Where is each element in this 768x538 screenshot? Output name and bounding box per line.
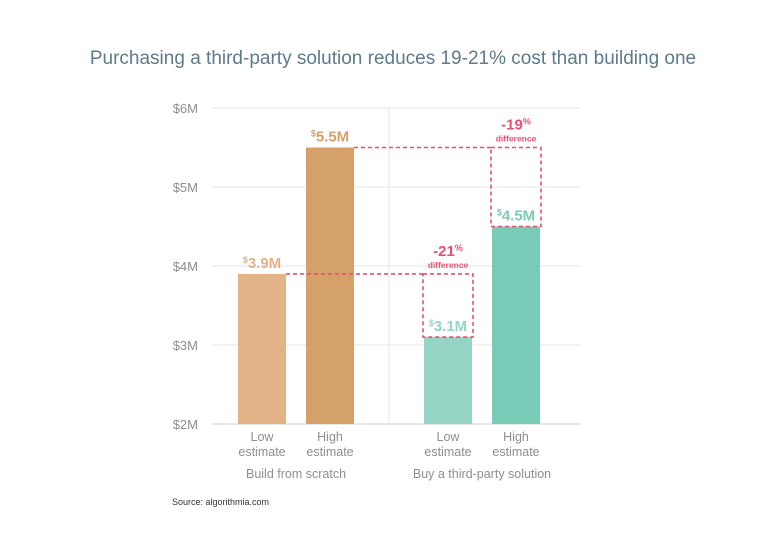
value-text: 3.1M bbox=[434, 318, 467, 335]
category-label: Low bbox=[437, 430, 461, 444]
category-label: High bbox=[503, 430, 529, 444]
bars bbox=[238, 147, 540, 424]
bar-value-label: $3.9M bbox=[243, 255, 281, 272]
currency-symbol: $ bbox=[311, 129, 316, 139]
difference-box bbox=[422, 273, 474, 338]
bar bbox=[424, 337, 472, 424]
difference-unit: % bbox=[523, 117, 531, 127]
difference-value: -19% bbox=[501, 117, 531, 134]
value-text: 4.5M bbox=[502, 208, 535, 225]
source-note: Source: algorithmia.com bbox=[172, 497, 269, 507]
difference-value: -21% bbox=[433, 243, 463, 260]
group-label: Build from scratch bbox=[246, 467, 346, 481]
y-tick-label: $2M bbox=[173, 417, 198, 432]
category-label: High bbox=[317, 430, 343, 444]
difference-word: difference bbox=[428, 260, 469, 270]
currency-symbol: $ bbox=[429, 318, 434, 328]
category-label: Low bbox=[251, 430, 275, 444]
category-label: estimate bbox=[492, 445, 539, 459]
bar bbox=[238, 273, 286, 424]
y-tick-label: $6M bbox=[173, 101, 198, 116]
difference-annotations: -21%difference-19%difference bbox=[286, 117, 542, 338]
category-label: estimate bbox=[306, 445, 353, 459]
bar bbox=[492, 226, 540, 424]
category-label: estimate bbox=[424, 445, 471, 459]
bar-value-label: $3.1M bbox=[429, 318, 467, 335]
value-text: 5.5M bbox=[316, 129, 349, 146]
y-tick-label: $5M bbox=[173, 180, 198, 195]
bar-value-label: $4.5M bbox=[497, 208, 535, 225]
currency-symbol: $ bbox=[497, 208, 502, 218]
chart-title: Purchasing a third-party solution reduce… bbox=[90, 48, 696, 69]
bar bbox=[306, 147, 354, 424]
difference-number: -21 bbox=[433, 243, 455, 260]
difference-unit: % bbox=[455, 243, 463, 253]
bar-value-labels: $3.9M$5.5M$3.1M$4.5M bbox=[243, 129, 535, 336]
difference-number: -19 bbox=[501, 117, 523, 134]
currency-symbol: $ bbox=[243, 255, 248, 265]
y-tick-label: $3M bbox=[173, 338, 198, 353]
y-axis-ticks: $2M $3M $4M $5M $6M bbox=[173, 101, 198, 432]
y-tick-label: $4M bbox=[173, 259, 198, 274]
bar-value-label: $5.5M bbox=[311, 129, 349, 146]
difference-word: difference bbox=[496, 134, 537, 144]
difference-box bbox=[490, 146, 542, 228]
category-label: estimate bbox=[238, 445, 285, 459]
group-label: Buy a third-party solution bbox=[413, 467, 551, 481]
value-text: 3.9M bbox=[248, 255, 281, 272]
